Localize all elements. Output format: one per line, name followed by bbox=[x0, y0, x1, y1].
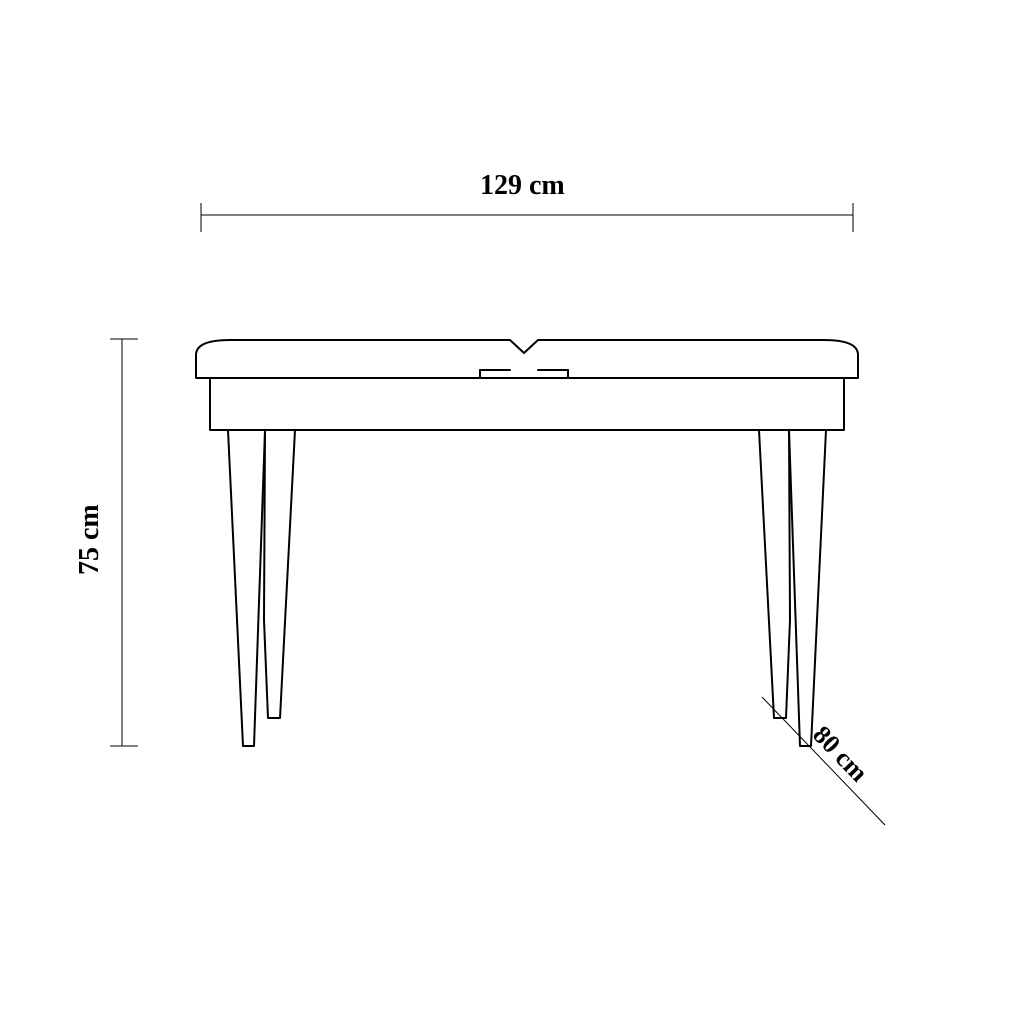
dimension-width bbox=[201, 203, 853, 232]
technical-drawing bbox=[0, 0, 1025, 1024]
dimension-height-label: 75 cm bbox=[74, 504, 106, 575]
dimension-width-label: 129 cm bbox=[480, 170, 565, 202]
dimension-height bbox=[110, 339, 138, 746]
table-outline bbox=[196, 340, 858, 746]
